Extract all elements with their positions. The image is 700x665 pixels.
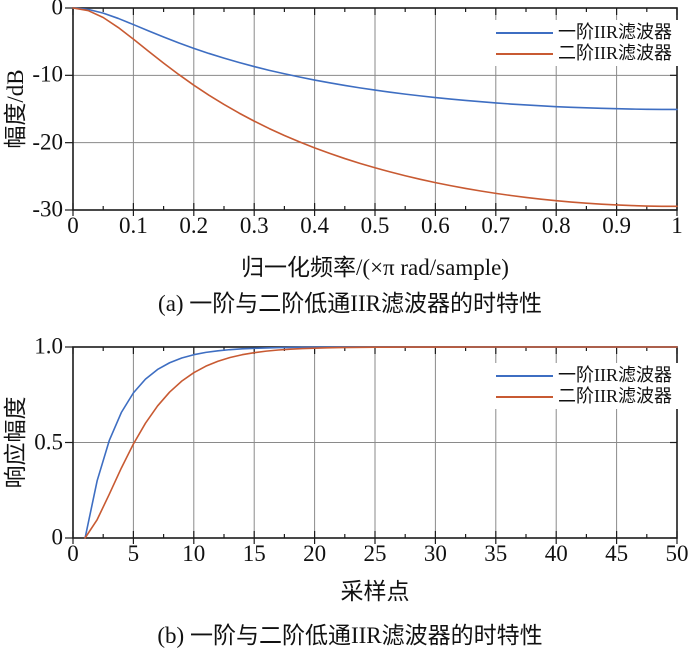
series-curve-second-order xyxy=(72,7,678,208)
x-tick-label: 40 xyxy=(544,541,568,566)
caption-a: (a) 一阶与二阶低通IIR滤波器的时特性 xyxy=(158,291,542,316)
x-tick-label: 0 xyxy=(67,213,79,238)
x-tick-label: 30 xyxy=(423,541,447,566)
x-tick-label: 1 xyxy=(671,213,683,238)
x-tick-label: 0.8 xyxy=(541,213,571,238)
legend-item-second-order-b: 二阶IIR滤波器 xyxy=(496,386,672,407)
legend-label-second-order-b: 二阶IIR滤波器 xyxy=(558,386,672,406)
legend-line-sample-first-order-a xyxy=(496,31,553,34)
x-tick-label: 0.4 xyxy=(300,213,329,238)
x-axis-label-a: 归一化频率/(×π rad/sample) xyxy=(241,255,509,280)
series-curve-second-order xyxy=(84,346,678,539)
y-tick-label: 1.0 xyxy=(34,333,63,359)
legend-item-first-order-a: 一阶IIR滤波器 xyxy=(496,22,672,43)
legend-b: 一阶IIR滤波器 二阶IIR滤波器 xyxy=(494,363,678,409)
legend-label-first-order-b: 一阶IIR滤波器 xyxy=(558,365,672,385)
x-tick-label: 10 xyxy=(182,541,206,566)
y-tick-label: 0.5 xyxy=(34,428,63,454)
x-tick-label: 0.7 xyxy=(481,213,511,238)
y-tick-labels-b: 1.0 0.5 0 xyxy=(13,333,63,549)
caption-b: (b) 一阶与二阶低通IIR滤波器的时特性 xyxy=(157,623,543,648)
x-tick-label: 0.3 xyxy=(239,213,269,238)
x-axis-label-b: 采样点 xyxy=(340,579,410,604)
x-tick-label: 0.9 xyxy=(602,213,631,238)
y-tick-label: 0 xyxy=(51,0,64,20)
x-tick-label: 25 xyxy=(363,541,387,566)
x-tick-label: 0.6 xyxy=(421,213,450,238)
y-tick-labels-a: 0 -10 -20 -30 xyxy=(13,0,63,221)
x-tick-label: 0.2 xyxy=(179,213,209,238)
x-tick-label: 0.1 xyxy=(119,213,148,238)
x-tick-label: 0 xyxy=(67,541,79,566)
legend-line-sample-first-order-b xyxy=(496,374,553,377)
legend-line-sample-second-order-b xyxy=(496,395,553,398)
x-tick-labels-a: 0 0.1 0.2 0.3 0.4 0.5 0.6 0.7 0.8 0.9 1 xyxy=(67,213,683,239)
legend-item-second-order-a: 二阶IIR滤波器 xyxy=(496,43,672,64)
x-tick-label: 50 xyxy=(665,541,689,566)
x-tick-label: 15 xyxy=(242,541,266,566)
x-tick-label: 5 xyxy=(127,541,140,566)
y-tick-label: 0 xyxy=(51,524,64,550)
x-tick-label: 35 xyxy=(484,541,508,566)
legend-item-first-order-b: 一阶IIR滤波器 xyxy=(496,365,672,386)
legend-a: 一阶IIR滤波器 二阶IIR滤波器 xyxy=(494,20,678,66)
y-tick-label: -30 xyxy=(32,196,63,222)
plot-area-a xyxy=(65,7,678,216)
y-tick-label: -20 xyxy=(32,129,63,155)
x-tick-label: 45 xyxy=(605,541,629,566)
y-tick-label: -10 xyxy=(32,61,63,87)
legend-line-sample-second-order-a xyxy=(496,52,553,55)
legend-label-second-order-a: 二阶IIR滤波器 xyxy=(558,43,672,63)
legend-label-first-order-a: 一阶IIR滤波器 xyxy=(558,22,672,42)
x-tick-label: 20 xyxy=(303,541,327,566)
series-curve-first-order xyxy=(72,7,678,111)
x-tick-label: 0.5 xyxy=(360,213,390,238)
x-tick-labels-b: 0 5 10 15 20 25 30 35 40 45 50 xyxy=(67,541,688,567)
